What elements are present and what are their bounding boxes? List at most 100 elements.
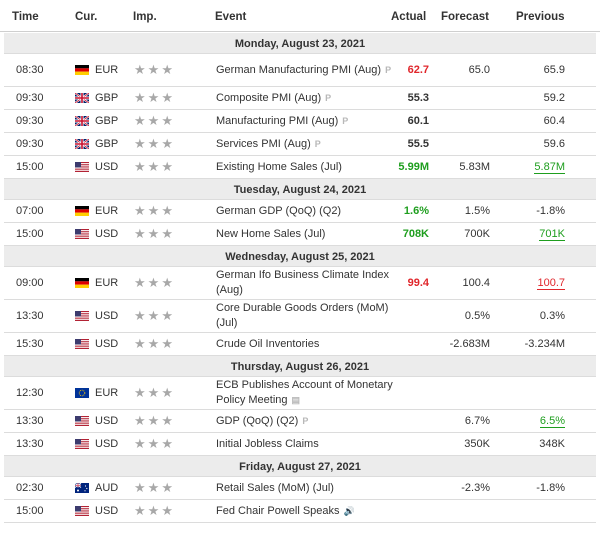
event-name[interactable]: Services PMI (Aug) xyxy=(216,137,311,150)
flag-us-icon xyxy=(75,156,91,178)
event-row[interactable]: 13:30 USD ★ ★ ★ Core Durable Goods Orders (Mo… xyxy=(4,300,596,333)
event-name-cell[interactable]: Initial Jobless Claims xyxy=(216,433,396,455)
event-name[interactable]: German Ifo Business Climate Index (Aug) xyxy=(216,269,390,296)
forecast-value: 5.83M xyxy=(459,161,490,173)
event-row[interactable]: 13:30 USD ★ ★ ★ Initial Jobless Claims 350K 348… xyxy=(4,433,596,456)
event-row[interactable]: 09:30 GBP ★ ★ ★ Services PMI (Aug) P 55.5 59.6 xyxy=(4,133,596,156)
event-name-cell[interactable]: Manufacturing PMI (Aug) P xyxy=(216,110,396,132)
event-row[interactable]: 15:00 USD ★ ★ ★ Fed Chair Powell Speaks 🔊 xyxy=(4,500,596,523)
header-time[interactable]: Time xyxy=(12,11,39,23)
event-row[interactable]: 13:30 USD ★ ★ ★ GDP (QoQ) (Q2) P 6.7% 6.5% xyxy=(4,410,596,433)
event-name[interactable]: Initial Jobless Claims xyxy=(216,437,319,450)
actual-value: 55.5 xyxy=(407,138,429,150)
event-row[interactable]: 15:00 USD ★ ★ ★ Existing Home Sales (Jul) 5.99… xyxy=(4,156,596,179)
header-currency[interactable]: Cur. xyxy=(75,11,98,23)
forecast-value: 0.5% xyxy=(464,310,490,322)
event-name-wrap: Initial Jobless Claims xyxy=(216,437,319,452)
flag-de-icon xyxy=(75,200,91,222)
event-name[interactable]: ECB Publishes Account of Monetary Policy… xyxy=(216,379,393,406)
importance-stars: ★ ★ ★ xyxy=(134,267,194,299)
event-name-cell[interactable]: Services PMI (Aug) P xyxy=(216,133,396,155)
event-row[interactable]: 07:00 EUR ★ ★ ★ German GDP (QoQ) (Q2) 1.6% 1.5%… xyxy=(4,200,596,223)
event-name[interactable]: Manufacturing PMI (Aug) xyxy=(216,114,339,127)
event-row[interactable]: 09:30 GBP ★ ★ ★ Manufacturing PMI (Aug) P 60.1 6… xyxy=(4,110,596,133)
previous-value-text: 60.4 xyxy=(543,115,565,127)
event-time: 08:30 xyxy=(16,64,44,76)
event-name[interactable]: German Manufacturing PMI (Aug) xyxy=(216,63,382,76)
event-row[interactable]: 08:30 EUR ★ ★ ★ German Manufacturing PMI (Aug… xyxy=(4,54,596,87)
event-name-cell[interactable]: Fed Chair Powell Speaks 🔊 xyxy=(216,500,396,522)
event-name-cell[interactable]: Core Durable Goods Orders (MoM) (Jul) xyxy=(216,300,396,332)
speaker-icon: 🔊 xyxy=(343,505,355,516)
header-previous[interactable]: Previous xyxy=(516,11,565,23)
actual-value: 99.4 xyxy=(407,277,429,289)
star-icon: ★ xyxy=(147,136,160,151)
star-icon: ★ xyxy=(147,385,160,400)
previous-value-text[interactable]: 6.5% xyxy=(539,414,565,428)
event-row[interactable]: 02:30 AUD ★ ★ ★ Retail Sales (MoM) (Jul) -2.3%… xyxy=(4,477,596,500)
star-icon: ★ xyxy=(147,62,160,77)
previous-value-text[interactable]: 5.87M xyxy=(534,160,565,174)
event-name-cell[interactable]: ECB Publishes Account of Monetary Policy… xyxy=(216,377,396,409)
event-time: 07:00 xyxy=(16,205,44,217)
star-icon: ★ xyxy=(161,275,173,290)
header-importance[interactable]: Imp. xyxy=(133,11,157,23)
flag-us-icon xyxy=(75,223,91,245)
star-icon: ★ xyxy=(147,90,160,105)
day-header: Wednesday, August 25, 2021 xyxy=(4,246,596,267)
forecast-value xyxy=(424,133,490,155)
actual-value: 60.1 xyxy=(407,115,429,127)
flag-de-icon xyxy=(75,54,91,86)
event-row[interactable]: 15:00 USD ★ ★ ★ New Home Sales (Jul) 708K 700K 7… xyxy=(4,223,596,246)
importance-stars: ★ ★ ★ xyxy=(134,410,194,432)
event-name-cell[interactable]: Existing Home Sales (Jul) xyxy=(216,156,396,178)
event-name-cell[interactable]: German Ifo Business Climate Index (Aug) xyxy=(216,267,396,299)
header-actual[interactable]: Actual xyxy=(391,11,427,23)
flag-gb-icon xyxy=(75,133,91,155)
event-row[interactable]: 12:30 EUR ★ ★ ★ ECB Publishes Account of Mone… xyxy=(4,377,596,410)
event-name-cell[interactable]: New Home Sales (Jul) xyxy=(216,223,396,245)
flag-us-icon xyxy=(75,300,91,332)
event-name-wrap: Existing Home Sales (Jul) xyxy=(216,160,342,175)
event-name-cell[interactable]: Retail Sales (MoM) (Jul) xyxy=(216,477,396,499)
star-icon: ★ xyxy=(161,503,173,518)
event-row[interactable]: 09:00 EUR ★ ★ ★ German Ifo Business Climate I… xyxy=(4,267,596,300)
event-name-cell[interactable]: German Manufacturing PMI (Aug) P xyxy=(216,54,396,86)
flag-gb-icon xyxy=(75,110,91,132)
event-row[interactable]: 15:30 USD ★ ★ ★ Crude Oil Inventories -2.683M -… xyxy=(4,333,596,356)
event-name[interactable]: Fed Chair Powell Speaks xyxy=(216,504,340,517)
actual-value: 708K xyxy=(402,228,429,240)
day-header: Monday, August 23, 2021 xyxy=(4,33,596,54)
event-name[interactable]: GDP (QoQ) (Q2) xyxy=(216,414,299,427)
event-currency: EUR xyxy=(95,205,119,217)
star-icon: ★ xyxy=(147,308,160,323)
flag-gb-icon xyxy=(75,87,91,109)
previous-value-text[interactable]: 701K xyxy=(539,227,565,241)
star-icon: ★ xyxy=(134,413,146,428)
header-forecast[interactable]: Forecast xyxy=(441,11,489,23)
event-name[interactable]: New Home Sales (Jul) xyxy=(216,227,326,240)
event-name[interactable]: Composite PMI (Aug) xyxy=(216,91,322,104)
event-name[interactable]: Crude Oil Inventories xyxy=(216,337,320,350)
event-currency: USD xyxy=(95,161,119,173)
event-name-cell[interactable]: GDP (QoQ) (Q2) P xyxy=(216,410,396,432)
event-time: 09:30 xyxy=(16,92,44,104)
star-icon: ★ xyxy=(134,436,146,451)
header-event[interactable]: Event xyxy=(215,11,247,23)
event-name-cell[interactable]: Composite PMI (Aug) P xyxy=(216,87,396,109)
flag-us-icon xyxy=(75,410,91,432)
flag-us-icon xyxy=(75,333,91,355)
event-name[interactable]: German GDP (QoQ) (Q2) xyxy=(216,204,342,217)
event-name-cell[interactable]: German GDP (QoQ) (Q2) xyxy=(216,200,396,222)
star-icon: ★ xyxy=(134,226,146,241)
event-name[interactable]: Existing Home Sales (Jul) xyxy=(216,160,342,173)
previous-value-text[interactable]: 100.7 xyxy=(537,276,565,290)
event-row[interactable]: 09:30 GBP ★ ★ ★ Composite PMI (Aug) P 55.3 59.2 xyxy=(4,87,596,110)
importance-stars: ★ ★ ★ xyxy=(134,333,194,355)
event-name[interactable]: Core Durable Goods Orders (MoM) (Jul) xyxy=(216,302,389,329)
event-name-wrap: Services PMI (Aug) P xyxy=(216,137,321,152)
day-header: Thursday, August 26, 2021 xyxy=(4,356,596,377)
event-currency: USD xyxy=(95,338,119,350)
event-name[interactable]: Retail Sales (MoM) (Jul) xyxy=(216,481,334,494)
event-name-cell[interactable]: Crude Oil Inventories xyxy=(216,333,396,355)
